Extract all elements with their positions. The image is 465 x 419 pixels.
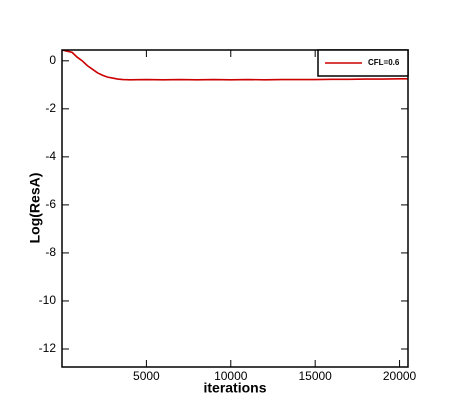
x-tick-label: 20000 — [383, 369, 417, 383]
plot-frame — [61, 49, 409, 368]
line-series — [61, 49, 408, 81]
y-axis-label: Log(ResA) — [27, 173, 43, 244]
x-axis-label: iterations — [203, 380, 266, 396]
x-tick-label: 15000 — [298, 369, 332, 383]
legend-label: CFL=0.6 — [368, 58, 400, 67]
y-tick-label: -6 — [45, 197, 56, 211]
y-tick-label: -8 — [45, 245, 56, 259]
y-tick-label: -10 — [39, 293, 57, 307]
x-tick-label: 5000 — [133, 369, 160, 383]
y-tick-label: -12 — [39, 341, 57, 355]
y-tick-label: -2 — [45, 101, 56, 115]
y-tick-label: -4 — [45, 149, 56, 163]
x-tick-label: 10000 — [214, 369, 248, 383]
y-tick-label: 0 — [49, 53, 56, 67]
